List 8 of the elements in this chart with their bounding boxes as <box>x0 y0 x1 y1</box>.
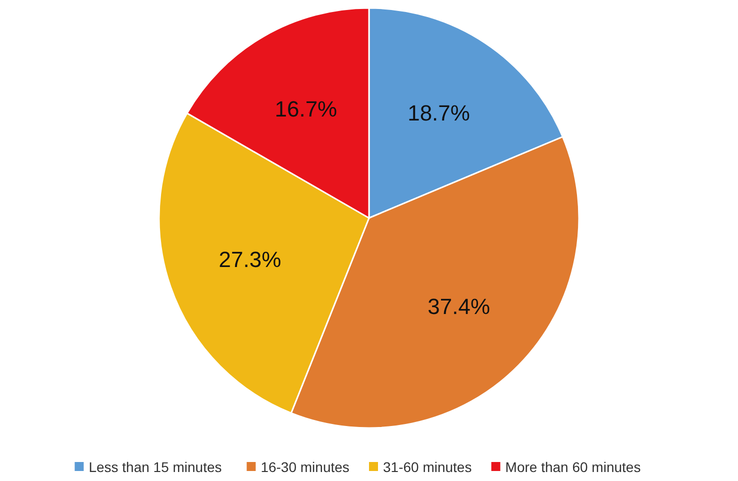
data-label: 37.4% <box>428 294 490 319</box>
legend-label: Less than 15 minutes <box>88 459 222 475</box>
legend-label: 16-30 minutes <box>260 459 350 475</box>
data-label: 18.7% <box>408 100 470 126</box>
data-label: 16.7% <box>274 96 338 122</box>
legend-label: More than 60 minutes <box>505 459 641 475</box>
data-label: 27.3% <box>218 246 282 272</box>
legend-label: 31-60 minutes <box>383 459 472 475</box>
